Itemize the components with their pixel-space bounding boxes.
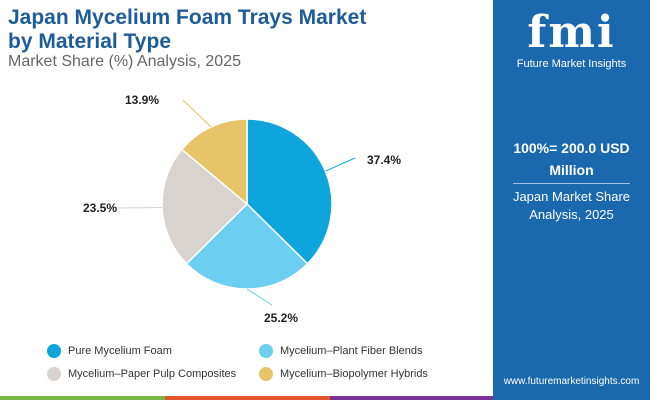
subtitle: Market Share (%) Analysis, 2025 xyxy=(8,53,241,70)
website-link[interactable]: www.futuremarketinsights.com xyxy=(503,376,640,387)
legend-swatch xyxy=(47,367,61,381)
page-title: Japan Mycelium Foam Trays Market by Mater… xyxy=(8,6,366,54)
legend-label: Mycelium–Paper Pulp Composites xyxy=(68,368,237,380)
leader-line xyxy=(182,99,212,128)
legend-label: Pure Mycelium Foam xyxy=(68,345,172,357)
legend-label: Mycelium–Plant Fiber Blends xyxy=(280,345,423,357)
leader-line xyxy=(246,288,273,306)
footer-bar-orange xyxy=(165,396,330,400)
legend-item: Mycelium–Biopolymer Hybrids xyxy=(259,367,428,381)
market-total: 100%= 200.0 USD Million xyxy=(513,140,630,178)
pie-slice xyxy=(161,148,249,265)
logo-mark: fmi xyxy=(527,7,616,58)
side-panel: fmi Future Market Insights 100%= 200.0 U… xyxy=(493,0,650,400)
legend-item: Mycelium–Paper Pulp Composites xyxy=(47,367,236,381)
fmi-logo: fmi Future Market Insights xyxy=(493,7,650,71)
legend-item: Mycelium–Plant Fiber Blends xyxy=(259,344,422,358)
data-label: 13.9% xyxy=(125,93,159,107)
legend-swatch xyxy=(259,367,273,381)
divider xyxy=(513,183,630,184)
pie-slice xyxy=(180,118,248,206)
title-line-1: Japan Mycelium Foam Trays Market xyxy=(8,6,367,29)
data-label: 23.5% xyxy=(83,201,117,215)
title-line-2: by Material Type xyxy=(8,30,171,53)
share-label: Japan Market Share Analysis, 2025 xyxy=(512,189,631,222)
footer-bar-purple xyxy=(330,396,493,400)
leader-line xyxy=(114,206,163,209)
data-label: 25.2% xyxy=(264,311,298,325)
legend-swatch xyxy=(259,344,273,358)
legend-label: Mycelium–Biopolymer Hybrids xyxy=(280,368,428,380)
legend-swatch xyxy=(47,344,61,358)
legend-item: Pure Mycelium Foam xyxy=(47,344,172,358)
logo-name: Future Market Insights xyxy=(516,58,627,70)
leader-line xyxy=(325,157,356,172)
pie-chart: 37.4% 25.2% 23.5% 13.9% xyxy=(83,93,401,325)
data-label: 37.4% xyxy=(367,153,401,167)
footer-bar-green xyxy=(0,396,165,400)
